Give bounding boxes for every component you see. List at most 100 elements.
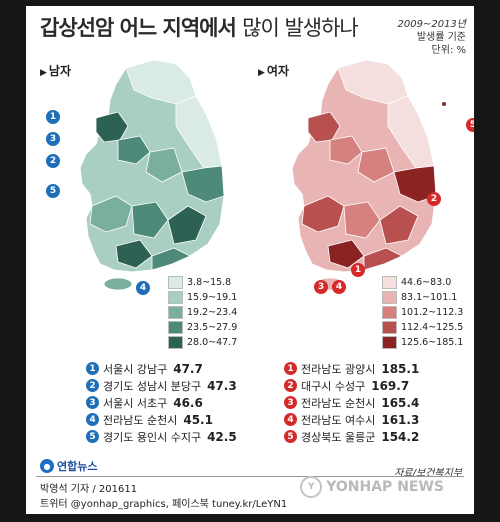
list-item: 2 대구시 수성구 169.7 — [284, 377, 419, 394]
rank-badge: 4 — [86, 413, 99, 426]
region-name: 전라남도 광양시 — [301, 362, 376, 376]
rank-badge: 2 — [284, 379, 297, 392]
watermark-text: YONHAP NEWS — [326, 479, 444, 495]
legend-swatch — [168, 276, 183, 289]
unit-basis: 발생률 기준 — [416, 32, 466, 43]
legend-row: 125.6~185.1 — [382, 335, 463, 350]
male-callout-4: 4 — [136, 281, 150, 295]
list-item: 4 전라남도 여수시 161.3 — [284, 411, 419, 428]
male-region — [115, 239, 153, 269]
legend-row: 19.2~23.4 — [168, 305, 237, 320]
female-callout-4: 4 — [332, 280, 346, 294]
region-value: 42.5 — [207, 429, 237, 444]
male-region — [145, 147, 183, 183]
region-value: 47.3 — [207, 378, 237, 393]
region-value: 169.7 — [371, 378, 410, 393]
region-name: 대구시 수성구 — [301, 379, 366, 393]
triangle-icon: ▶ — [40, 68, 47, 78]
male-region — [89, 195, 133, 233]
region-name: 경기도 성남시 분당구 — [103, 379, 202, 393]
legend-label: 3.8~15.8 — [187, 277, 232, 288]
legend-swatch — [168, 291, 183, 304]
unit-label: 단위: % — [431, 45, 466, 56]
female-heading: ▶ 여자 — [258, 62, 289, 79]
region-value: 45.1 — [183, 412, 213, 427]
list-item: 2 경기도 성남시 분당구 47.3 — [86, 377, 237, 394]
female-region — [327, 239, 365, 269]
female-ulleung-island — [442, 102, 446, 106]
male-callout-2: 2 — [46, 154, 60, 168]
legend-row: 101.2~112.3 — [382, 305, 463, 320]
male-region — [151, 247, 191, 271]
male-callout-3: 3 — [46, 132, 60, 146]
region-value: 47.7 — [173, 361, 203, 376]
legend-label: 28.0~47.7 — [187, 337, 238, 348]
female-callout-3: 3 — [314, 280, 328, 294]
rank-badge: 2 — [86, 379, 99, 392]
male-jeju — [103, 277, 133, 291]
legend-row: 44.6~83.0 — [382, 275, 463, 290]
region-value: 154.2 — [381, 429, 420, 444]
region-value: 165.4 — [381, 395, 420, 410]
legend-row: 28.0~47.7 — [168, 335, 237, 350]
list-item: 4 전라남도 순천시 45.1 — [86, 411, 237, 428]
legend-row: 3.8~15.8 — [168, 275, 237, 290]
male-region — [131, 201, 169, 239]
page-title: 갑상선암 어느 지역에서 많이 발생하나 — [40, 12, 359, 42]
title-main: 갑상선암 어느 지역에서 — [40, 16, 237, 40]
female-callout-2: 2 — [427, 192, 441, 206]
region-name: 서울시 강남구 — [103, 362, 168, 376]
female-region — [329, 135, 363, 165]
yonhap-logo: ● 연합뉴스 — [40, 458, 97, 474]
region-name: 경기도 용인시 수지구 — [103, 430, 202, 444]
male-heading: ▶ 남자 — [40, 62, 71, 79]
male-map — [79, 59, 225, 291]
legend-swatch — [382, 321, 397, 334]
male-legend: 3.8~15.8 15.9~19.1 19.2~23.4 23.5~27.9 2… — [168, 275, 237, 350]
female-region — [357, 147, 395, 183]
male-region — [117, 135, 151, 165]
male-callout-5: 5 — [46, 184, 60, 198]
infographic-card: 갑상선암 어느 지역에서 많이 발생하나 2009~2013년 발생률 기준 단… — [26, 6, 474, 514]
list-item: 5 경기도 용인시 수지구 42.5 — [86, 428, 237, 445]
legend-label: 112.4~125.5 — [401, 322, 464, 333]
female-region — [301, 195, 345, 233]
region-name: 전라남도 순천시 — [301, 396, 376, 410]
legend-label: 101.2~112.3 — [401, 307, 464, 318]
legend-swatch — [382, 276, 397, 289]
male-region — [181, 165, 225, 203]
unit-period: 2009~2013년 — [397, 19, 466, 30]
female-label: 여자 — [266, 64, 290, 78]
list-item: 1 전라남도 광양시 185.1 — [284, 360, 419, 377]
legend-swatch — [382, 336, 397, 349]
region-value: 46.6 — [173, 395, 203, 410]
region-value: 161.3 — [381, 412, 420, 427]
female-ranking-list: 1 전라남도 광양시 185.1 2 대구시 수성구 169.7 3 전라남도 순천시 16… — [284, 360, 419, 445]
female-region — [379, 205, 419, 245]
list-item: 5 경상북도 울릉군 154.2 — [284, 428, 419, 445]
rank-badge: 4 — [284, 413, 297, 426]
footer-divider — [36, 476, 464, 477]
legend-swatch — [168, 336, 183, 349]
rank-badge: 1 — [284, 362, 297, 375]
legend-row: 83.1~101.1 — [382, 290, 463, 305]
credit-social: 트위터 @yonhap_graphics, 페이스북 tuney.kr/LeYN… — [40, 499, 288, 510]
legend-swatch — [168, 306, 183, 319]
female-legend: 44.6~83.0 83.1~101.1 101.2~112.3 112.4~1… — [382, 275, 463, 350]
male-ranking-list: 1 서울시 강남구 47.7 2 경기도 성남시 분당구 47.3 3 서울시 서초구 46… — [86, 360, 237, 445]
logo-icon: ● — [40, 459, 54, 473]
male-region — [167, 205, 207, 245]
rank-badge: 3 — [86, 396, 99, 409]
female-callout-1: 1 — [351, 263, 365, 277]
male-label: 남자 — [48, 64, 72, 78]
watermark: Y YONHAP NEWS — [300, 476, 444, 498]
region-name: 전라남도 여수시 — [301, 413, 376, 427]
rank-badge: 5 — [86, 430, 99, 443]
logo-text: 연합뉴스 — [57, 460, 98, 473]
legend-row: 23.5~27.9 — [168, 320, 237, 335]
region-name: 전라남도 순천시 — [103, 413, 178, 427]
list-item: 3 전라남도 순천시 165.4 — [284, 394, 419, 411]
list-item: 3 서울시 서초구 46.6 — [86, 394, 237, 411]
legend-label: 19.2~23.4 — [187, 307, 238, 318]
legend-label: 44.6~83.0 — [401, 277, 452, 288]
